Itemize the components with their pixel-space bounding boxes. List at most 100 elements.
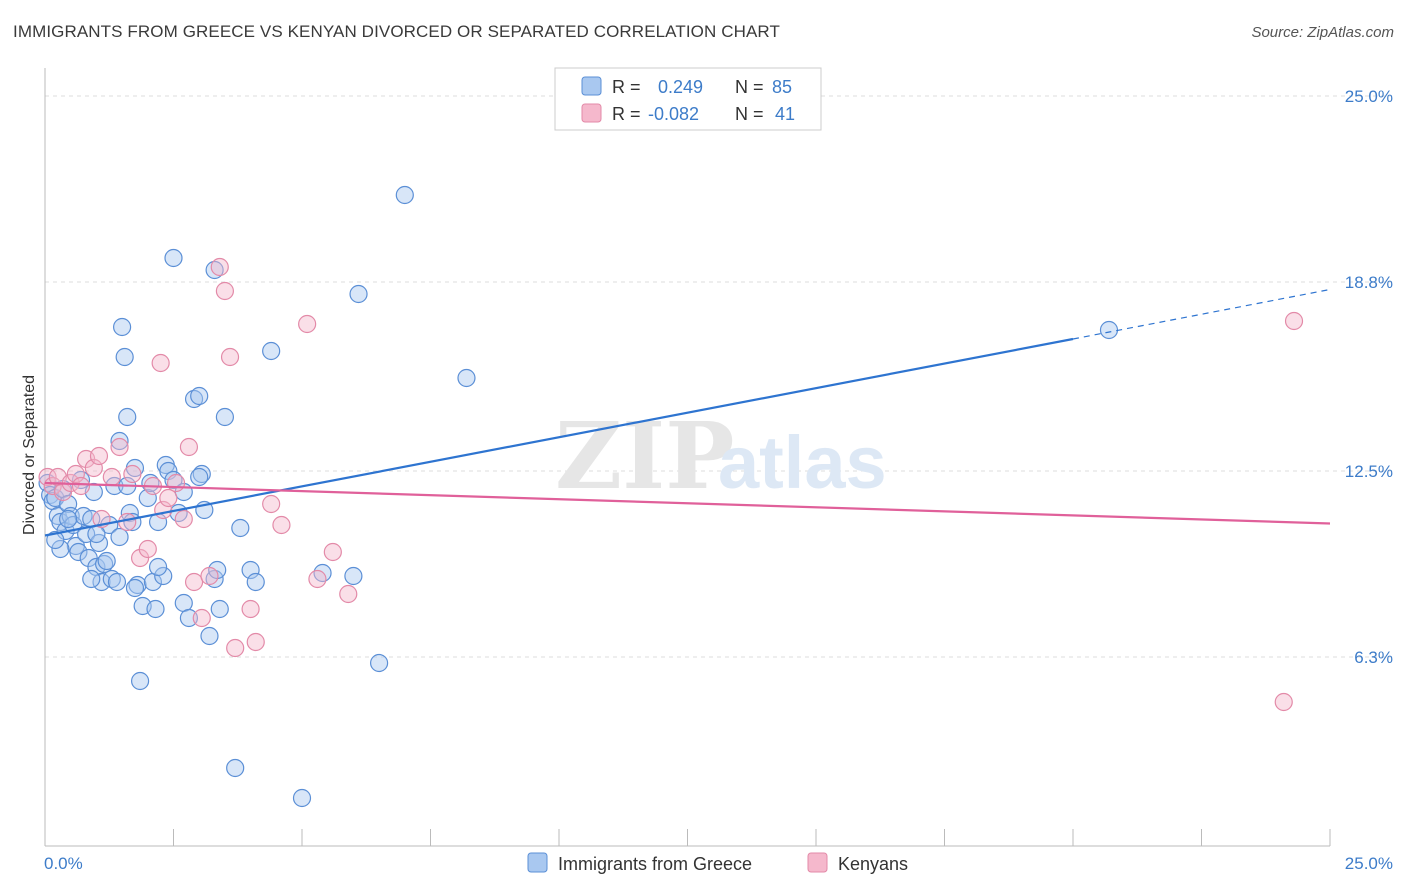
legend-n-value-kenya: 41: [775, 104, 795, 124]
point-greece: [146, 599, 165, 619]
point-kenya: [1284, 311, 1304, 331]
point-kenya: [43, 476, 62, 496]
point-greece: [190, 386, 209, 406]
point-greece: [241, 560, 260, 580]
trend-line-kenya: [44, 481, 1331, 525]
point-greece: [92, 572, 111, 592]
point-kenya: [123, 464, 142, 484]
point-greece: [457, 368, 476, 388]
point-kenya: [102, 467, 121, 487]
x-tick-labels: 0.0% 25.0%: [44, 854, 1393, 873]
legend-swatch-greece: [581, 76, 602, 96]
point-kenya: [220, 347, 240, 367]
y-tick-label: 25.0%: [1345, 87, 1393, 106]
point-greece: [148, 557, 168, 577]
point-kenya: [174, 509, 193, 529]
point-kenya: [151, 353, 170, 373]
point-greece: [179, 608, 199, 628]
point-greece: [110, 527, 129, 547]
point-greece: [107, 572, 127, 592]
point-greece: [246, 572, 265, 592]
point-greece: [164, 248, 183, 268]
legend-r-label-kenya: R =: [612, 104, 641, 124]
point-greece: [205, 260, 224, 280]
point-kenya: [89, 446, 109, 466]
axes: [44, 68, 1331, 847]
point-greece: [95, 554, 114, 574]
y-axis-label: Divorced or Separated: [21, 375, 38, 535]
point-greece: [370, 653, 389, 673]
y-tick-labels: 6.3% 12.5% 18.8% 25.0%: [1345, 87, 1393, 667]
point-greece: [102, 569, 121, 589]
point-kenya: [308, 569, 327, 589]
point-kenya: [1274, 692, 1293, 712]
x-tick-label-max: 25.0%: [1345, 854, 1393, 873]
point-greece: [154, 566, 173, 586]
point-greece: [82, 569, 101, 589]
point-kenya: [262, 494, 281, 514]
point-greece: [128, 575, 147, 595]
point-greece: [164, 470, 183, 490]
point-greece: [210, 599, 229, 619]
point-greece: [125, 578, 145, 598]
bottom-legend-label-kenya: Kenyans: [838, 854, 908, 874]
point-kenya: [339, 584, 358, 604]
point-kenya: [210, 257, 229, 277]
point-kenya: [38, 467, 57, 487]
point-kenya: [138, 539, 157, 559]
watermark-atlas: atlas: [718, 421, 887, 504]
point-kenya: [110, 437, 129, 457]
legend-r-label-greece: R =: [612, 77, 641, 97]
grid-lines: [45, 95, 1392, 658]
point-kenya: [159, 488, 178, 508]
point-greece: [190, 467, 209, 487]
point-greece: [59, 509, 78, 529]
point-kenya: [200, 566, 219, 586]
point-greece: [192, 464, 211, 484]
point-kenya: [226, 638, 245, 658]
point-kenya: [66, 464, 85, 484]
point-greece: [313, 563, 332, 583]
point-kenya: [272, 515, 291, 535]
point-greece: [51, 539, 70, 559]
point-kenya: [179, 437, 199, 457]
source-attribution: Source: ZipAtlas.com: [1251, 24, 1394, 41]
point-kenya: [298, 314, 317, 334]
bottom-legend-swatch-greece: [527, 852, 548, 873]
point-kenya: [71, 476, 91, 496]
point-greece: [226, 758, 245, 778]
point-greece: [1099, 320, 1119, 340]
point-greece: [115, 347, 134, 367]
point-greece: [130, 671, 150, 691]
point-greece: [395, 185, 414, 205]
legend-n-value-greece: 85: [772, 77, 792, 97]
point-greece: [200, 626, 219, 646]
point-greece: [46, 530, 65, 550]
y-tick-label: 6.3%: [1354, 648, 1393, 667]
y-tick-label: 18.8%: [1345, 273, 1393, 292]
point-greece: [262, 341, 281, 361]
point-greece: [110, 431, 129, 451]
point-kenya: [184, 572, 204, 592]
point-greece: [112, 317, 132, 337]
point-greece: [292, 788, 312, 808]
bottom-legend-swatch-kenya: [807, 852, 828, 873]
x-tick-label-min: 0.0%: [44, 854, 83, 873]
trend-lines: [44, 288, 1331, 537]
legend-n-label-kenya: N =: [735, 104, 764, 124]
point-greece: [349, 284, 368, 304]
legend-swatch-kenya: [581, 103, 602, 123]
point-greece: [184, 389, 204, 409]
point-kenya: [166, 473, 186, 493]
point-greece: [344, 566, 363, 586]
chart-title: IMMIGRANTS FROM GREECE VS KENYAN DIVORCE…: [13, 22, 780, 41]
bottom-legend-label-greece: Immigrants from Greece: [558, 854, 752, 874]
point-kenya: [323, 542, 342, 562]
legend-r-value-kenya: -0.082: [648, 104, 699, 124]
watermark: ZIP atlas: [555, 402, 887, 510]
point-greece: [69, 542, 88, 562]
y-tick-label: 12.5%: [1345, 462, 1393, 481]
point-greece: [97, 551, 116, 571]
point-kenya: [84, 458, 103, 478]
